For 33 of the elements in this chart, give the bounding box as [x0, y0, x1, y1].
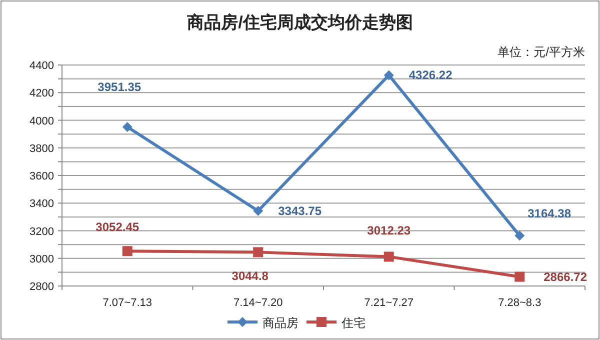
y-tick-label: 3800: [30, 142, 54, 155]
data-label: 4326.22: [408, 68, 453, 82]
y-tick-label: 3400: [30, 198, 54, 210]
y-tick-label: 2800: [30, 281, 54, 293]
point: [253, 206, 264, 216]
point: [384, 252, 394, 262]
data-label: 3343.75: [278, 204, 322, 218]
point: [122, 246, 132, 256]
y-tick-label: 4200: [30, 88, 54, 100]
x-tick-label: 7.28~8.3: [498, 297, 542, 309]
data-label: 3044.8: [232, 269, 269, 284]
data-label: 3052.45: [96, 220, 140, 234]
x-tick-label: 7.07~7.13: [102, 297, 152, 309]
x-tick-label: 7.21~7.27: [364, 297, 414, 309]
point: [384, 70, 394, 80]
x-tick-label: 7.14~7.20: [234, 297, 283, 309]
data-label: 3012.23: [367, 224, 411, 238]
point: [122, 122, 132, 132]
data-label: 2866.72: [544, 270, 588, 284]
legend-label: 商品房: [262, 316, 298, 330]
y-tick-label: 3600: [30, 170, 54, 182]
data-label: 3951.35: [98, 80, 142, 94]
y-tick-label: 3000: [30, 253, 54, 266]
data-label: 3164.38: [528, 206, 572, 221]
y-tick-label: 4000: [30, 115, 54, 128]
point: [253, 247, 264, 258]
text: 单位：元/平方米: [498, 45, 585, 59]
y-tick-label: 4400: [30, 60, 54, 72]
point: [514, 230, 525, 241]
point: [514, 272, 525, 282]
chart-title: 商品房/住宅周成交均价走势图: [186, 13, 413, 32]
legend-label: 住宅: [340, 316, 366, 330]
y-tick-label: 3200: [30, 226, 54, 238]
